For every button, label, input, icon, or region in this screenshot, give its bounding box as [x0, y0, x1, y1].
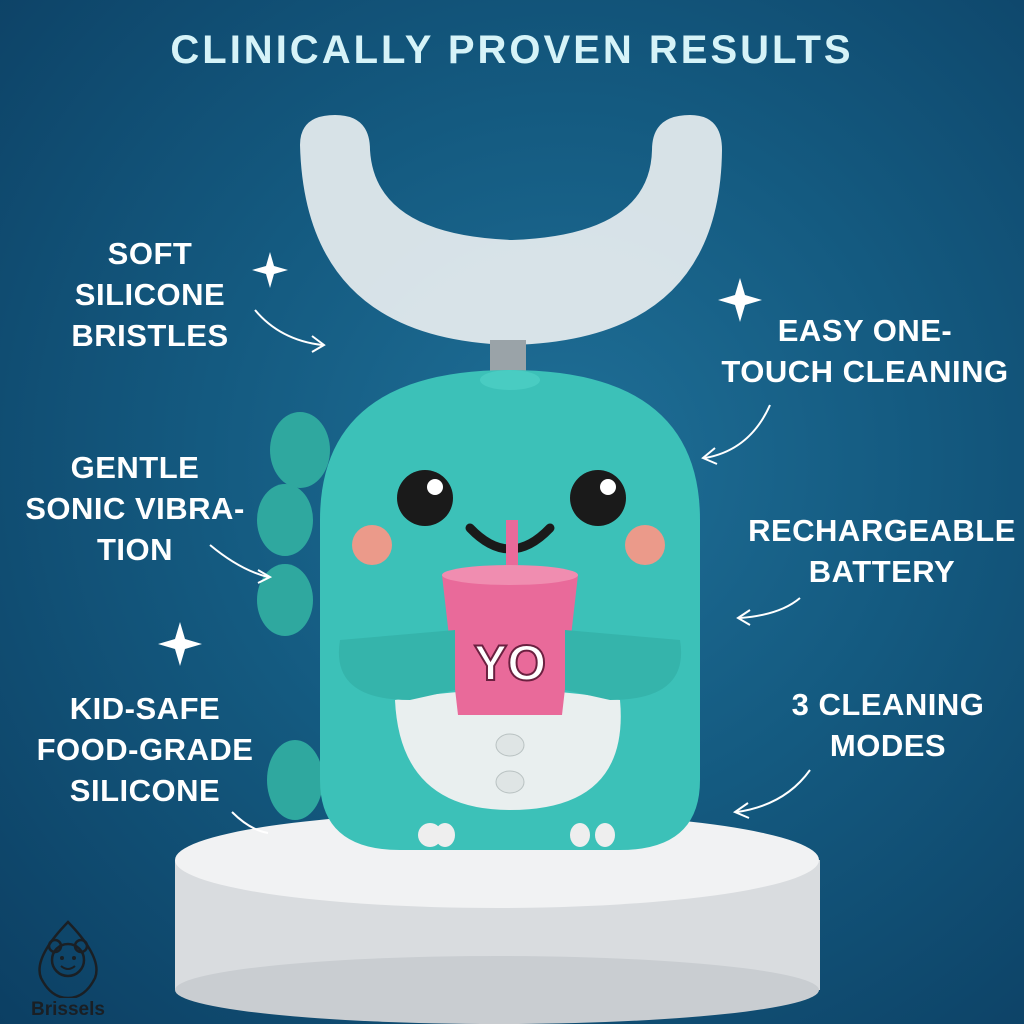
feature-line: GENTLE [70, 450, 200, 485]
headline: CLINICALLY PROVEN RESULTS [170, 28, 854, 72]
feature-line: TION [96, 532, 174, 567]
brand-logo: Brissels [18, 918, 118, 1021]
feature-line: KID-SAFE [69, 691, 221, 726]
feature-line: TOUCH CLEANING [721, 354, 1009, 389]
feature-line: SONIC VIBRA- [25, 491, 245, 526]
feature-cleaning-modes: 3 CLEANING MODES [760, 684, 1016, 766]
feature-kid-safe-silicone: KID-SAFE FOOD-GRADE SILICONE [20, 688, 270, 811]
feature-line: BRISTLES [71, 318, 229, 353]
feature-line: SILICONE [69, 773, 221, 808]
sparkle-icons [158, 252, 762, 666]
bear-logo-icon [38, 920, 98, 1000]
feature-line: FOOD-GRADE [36, 732, 254, 767]
feature-rechargeable-battery: RECHARGEABLE BATTERY [740, 510, 1024, 592]
u-shaped-brush-head [300, 115, 722, 380]
brand-name: Brissels [31, 999, 105, 1020]
feature-line: RECHARGEABLE [748, 513, 1016, 548]
cup: YO [338, 520, 682, 715]
feature-gentle-sonic-vibration: GENTLE SONIC VIBRA- TION [10, 447, 260, 570]
feature-line: SILICONE [74, 277, 226, 312]
arrow-icons [209, 309, 811, 834]
feature-line: 3 CLEANING [791, 687, 985, 722]
feature-line: BATTERY [808, 554, 956, 589]
feature-line: EASY ONE- [777, 313, 953, 348]
cup-text: YO [474, 635, 546, 691]
feature-line: SOFT [107, 236, 193, 271]
feature-soft-silicone-bristles: SOFT SILICONE BRISTLES [45, 233, 255, 356]
dinosaur-handle [257, 370, 700, 850]
feature-one-touch-cleaning: EASY ONE- TOUCH CLEANING [710, 310, 1020, 392]
feature-line: MODES [829, 728, 947, 763]
